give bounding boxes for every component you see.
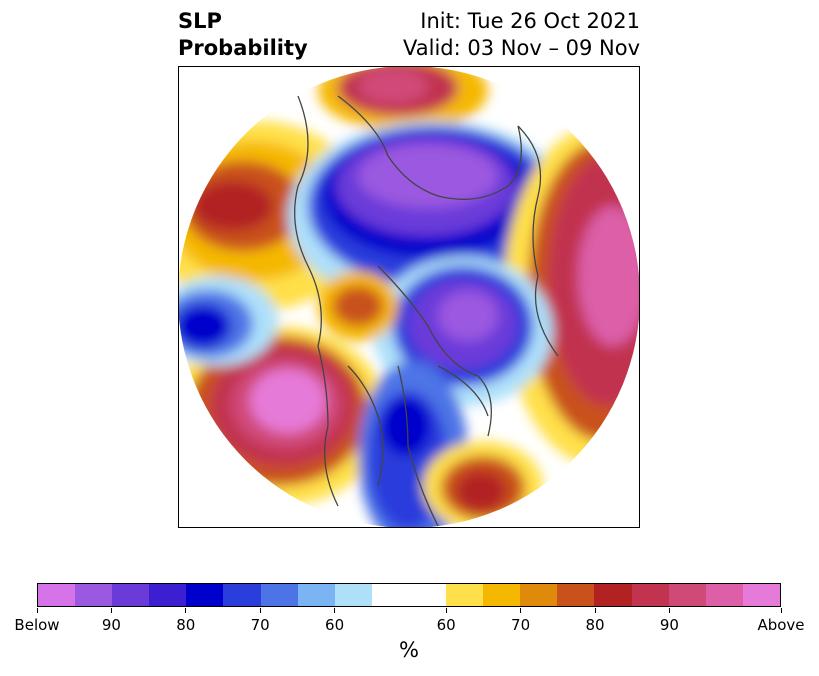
title-right: Init: Tue 26 Oct 2021 Valid: 03 Nov – 09… <box>403 8 640 62</box>
colorbar <box>37 583 781 607</box>
probability-field <box>178 66 640 528</box>
colorbar-segment <box>594 584 632 606</box>
map-border <box>178 66 640 528</box>
colorbar-tick <box>594 608 596 613</box>
colorbar-tick-label: 80 <box>585 616 605 634</box>
colorbar-tick-label: Above <box>757 616 805 634</box>
colorbar-tick <box>334 608 336 613</box>
colorbar-segment <box>223 584 261 606</box>
colorbar-tick-label: 70 <box>250 616 270 634</box>
colorbar-segment <box>668 584 706 606</box>
colorbar-segment <box>297 584 335 606</box>
title-metric: Probability <box>178 36 308 60</box>
title-left: SLP Probability <box>178 8 308 62</box>
probability-map <box>178 66 640 528</box>
colorbar-segment <box>38 584 76 606</box>
valid-range: Valid: 03 Nov – 09 Nov <box>403 36 640 60</box>
colorbar-segment <box>371 584 409 606</box>
colorbar-tick <box>668 608 670 613</box>
colorbar-tick <box>780 608 782 613</box>
colorbar-tick-label: Below <box>14 616 60 634</box>
colorbar-tick <box>110 608 112 613</box>
init-date: Init: Tue 26 Oct 2021 <box>420 9 640 33</box>
colorbar-tick-label: 90 <box>659 616 679 634</box>
colorbar-segment <box>631 584 669 606</box>
colorbar-tick <box>259 608 261 613</box>
colorbar-segment <box>705 584 743 606</box>
colorbar-segment <box>557 584 595 606</box>
colorbar-tick-label: 60 <box>436 616 456 634</box>
colorbar-segment <box>112 584 150 606</box>
colorbar-tick-label: 90 <box>101 616 121 634</box>
colorbar-tick <box>185 608 187 613</box>
colorbar-segment <box>520 584 558 606</box>
colorbar-segment <box>483 584 521 606</box>
colorbar-segment <box>186 584 224 606</box>
colorbar-tick-label: 60 <box>325 616 345 634</box>
colorbar-tick-label: 80 <box>176 616 196 634</box>
colorbar-tick <box>36 608 38 613</box>
colorbar-unit: % <box>399 638 419 662</box>
colorbar-tick <box>520 608 522 613</box>
colorbar-segment <box>149 584 187 606</box>
colorbar-segment <box>334 584 372 606</box>
coastlines <box>294 95 559 527</box>
title-variable: SLP <box>178 9 222 33</box>
colorbar-segment <box>75 584 113 606</box>
colorbar-tick-label: 70 <box>511 616 531 634</box>
colorbar-segment <box>446 584 484 606</box>
colorbar-segment <box>408 584 447 606</box>
colorbar-segment <box>742 584 780 606</box>
colorbar-segment <box>260 584 298 606</box>
colorbar-tick <box>445 608 447 613</box>
